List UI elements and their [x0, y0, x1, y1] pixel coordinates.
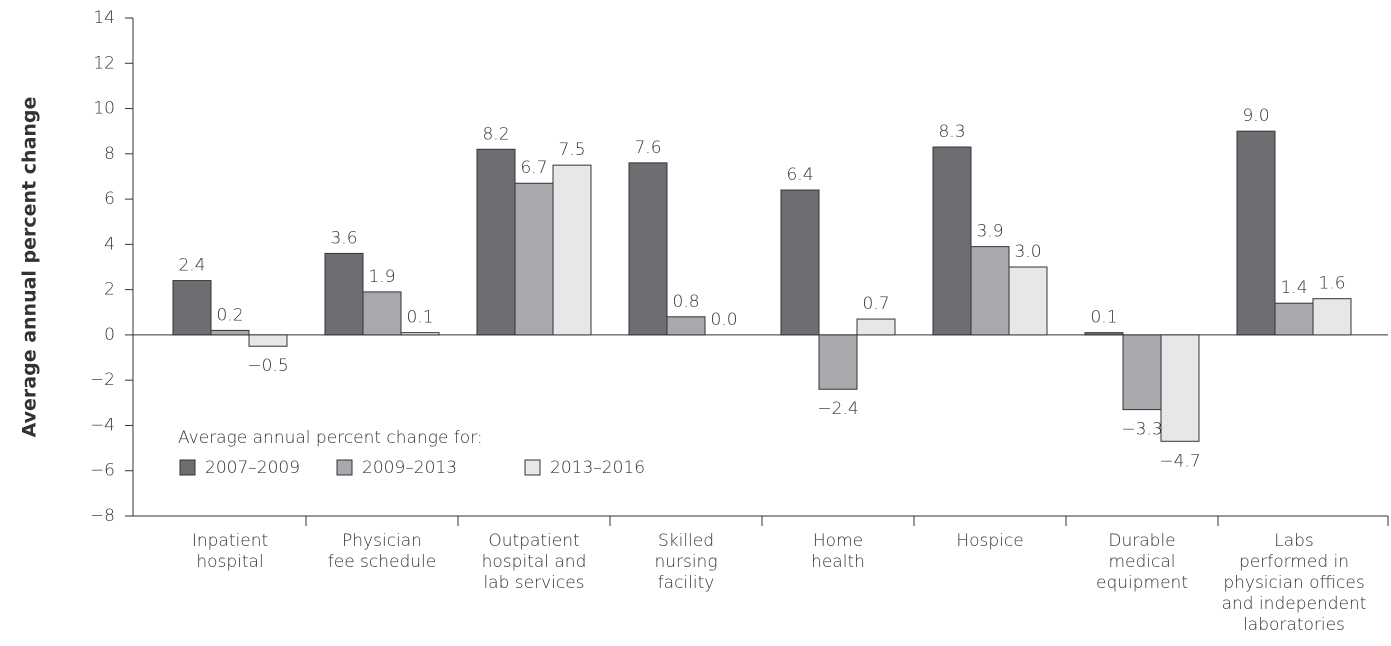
y-tick-label: 8	[104, 144, 115, 164]
y-tick-label: −2	[90, 370, 115, 390]
bar	[1312, 298, 1352, 336]
bar	[970, 246, 1010, 336]
bar	[666, 316, 706, 336]
x-tick-label: medical	[1108, 552, 1175, 572]
value-label: 0.2	[216, 305, 243, 325]
x-tick-label: Physician	[342, 531, 422, 551]
x-tick-label: Home	[813, 531, 863, 551]
bar	[514, 182, 554, 336]
x-tick-label: nursing	[654, 552, 717, 572]
value-label: 6.7	[520, 158, 547, 178]
value-label: 7.6	[634, 138, 661, 158]
bar	[248, 334, 288, 347]
bar	[1008, 266, 1048, 336]
bar	[818, 334, 858, 390]
x-tick-label: Inpatient	[192, 531, 268, 551]
y-tick-label: −4	[90, 415, 115, 435]
y-tick-label: 14	[93, 8, 115, 28]
y-axis-label: Average annual percent change	[19, 97, 41, 438]
bar	[932, 146, 972, 336]
x-tick-label: Labs	[1274, 531, 1314, 551]
value-label: 7.5	[558, 140, 585, 160]
value-label: 0.8	[672, 292, 699, 312]
y-tick-label: −6	[90, 461, 115, 481]
y-tick-label: 6	[104, 189, 115, 209]
bar	[400, 332, 440, 336]
x-tick-label: and independent	[1222, 594, 1367, 614]
bar	[1160, 334, 1200, 442]
legend-title: Average annual percent change for:	[178, 428, 483, 448]
bar	[172, 280, 212, 336]
x-tick-label: Hospice	[956, 531, 1023, 551]
y-tick-label: 12	[93, 53, 115, 73]
x-tick-label: hospital	[196, 552, 263, 572]
value-label: 3.6	[330, 228, 357, 248]
value-label: −2.4	[817, 399, 858, 419]
x-tick-label: Durable	[1108, 531, 1175, 551]
x-tick-label: fee schedule	[328, 552, 437, 572]
legend-label: 2007–2009	[205, 458, 300, 478]
x-tick-label: hospital and	[482, 552, 587, 572]
value-label: −3.3	[1121, 420, 1162, 440]
x-tick-label: Outpatient	[488, 531, 579, 551]
legend-label: 2013–2016	[550, 458, 645, 478]
bar	[1236, 130, 1276, 336]
y-tick-label: 2	[104, 280, 115, 300]
value-label: 0.1	[1090, 308, 1117, 328]
bar	[476, 148, 516, 336]
bar	[628, 162, 668, 336]
bar	[552, 164, 592, 336]
bar	[324, 252, 364, 336]
value-label: 8.2	[482, 124, 509, 144]
value-label: 3.0	[1014, 242, 1041, 262]
value-label: 8.3	[938, 122, 965, 142]
y-tick-label: 10	[93, 99, 115, 119]
legend-swatch	[336, 459, 353, 476]
value-label: 9.0	[1242, 106, 1269, 126]
x-tick-label: Skilled	[658, 531, 714, 551]
x-tick-label: equipment	[1096, 573, 1188, 593]
y-tick-label: −8	[90, 506, 115, 526]
value-label: 1.9	[368, 267, 395, 287]
x-tick-label: laboratories	[1243, 615, 1345, 635]
x-tick-label: performed in	[1239, 552, 1349, 572]
bar	[780, 189, 820, 336]
bar	[362, 291, 402, 336]
value-label: 0.1	[406, 308, 433, 328]
value-label: 3.9	[976, 222, 1003, 242]
bar	[1274, 302, 1314, 336]
x-tick-label: health	[811, 552, 865, 572]
value-label: 1.4	[1280, 278, 1307, 298]
value-label: 0.0	[710, 310, 737, 330]
value-label: 6.4	[786, 165, 813, 185]
x-tick-label: facility	[658, 573, 715, 593]
legend-swatch	[179, 459, 196, 476]
value-label: 2.4	[178, 256, 205, 276]
legend-label: 2009–2013	[362, 458, 457, 478]
x-tick-label: lab services	[483, 573, 584, 593]
legend-swatch	[524, 459, 541, 476]
y-tick-label: 4	[104, 234, 115, 254]
x-tick-label: physician offices	[1223, 573, 1364, 593]
value-label: 0.7	[862, 294, 889, 314]
bar	[1084, 332, 1124, 336]
bar	[856, 318, 896, 336]
y-tick-label: 0	[104, 325, 115, 345]
value-label: 1.6	[1318, 274, 1345, 294]
bar	[210, 329, 250, 336]
value-label: −4.7	[1159, 451, 1200, 471]
value-label: −0.5	[247, 356, 288, 376]
bar	[1122, 334, 1162, 411]
